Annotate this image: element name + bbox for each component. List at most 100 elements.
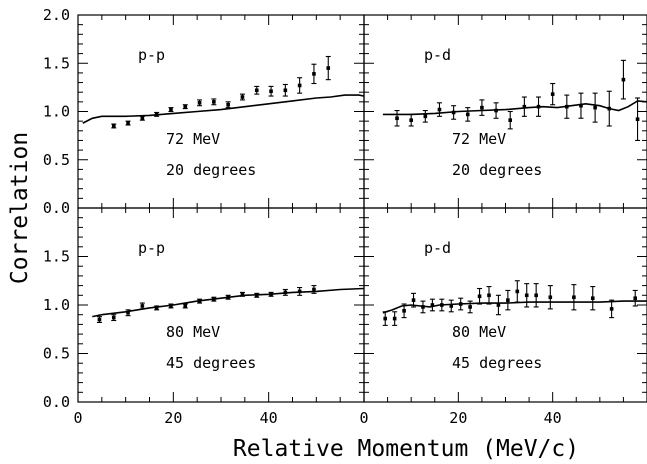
panel-2-reaction-label: p-d xyxy=(424,46,451,64)
panel-1-data-point xyxy=(126,121,130,125)
panel-4-data-point xyxy=(402,309,406,313)
panel-4-reaction-label: p-d xyxy=(424,239,451,257)
panel-2-data-point xyxy=(607,106,612,111)
x-tick-label: 0 xyxy=(73,409,82,427)
panel-3-data-point xyxy=(297,289,302,294)
panel-4-data-point xyxy=(392,316,397,321)
panel-2-frame xyxy=(363,14,647,209)
y-tick-label: 0.0 xyxy=(43,393,70,411)
panel-3-data-point xyxy=(269,292,273,297)
x-tick-label: 40 xyxy=(260,409,278,427)
panel-4-energy-label: 80 MeV xyxy=(452,323,506,341)
panel-2-data-point xyxy=(494,108,498,113)
panel-1-data-point xyxy=(183,104,188,109)
panel-1-data-point xyxy=(269,89,273,94)
panel-1-reaction-label: p-p xyxy=(138,46,165,64)
panel-3-angle-label: 45 degrees xyxy=(166,354,256,372)
panel-3-data-point xyxy=(140,304,145,308)
y-tick-label: 1.5 xyxy=(43,54,70,72)
y-axis-title: Correlation xyxy=(7,132,33,284)
panel-4-data-point xyxy=(548,295,553,300)
panel-4-data-point xyxy=(590,296,595,301)
panel-1-angle-label: 20 degrees xyxy=(166,161,256,179)
panel-2-energy-label: 72 MeV xyxy=(452,130,506,148)
panel-4-data-point xyxy=(496,303,501,307)
panel-3-data-point xyxy=(169,304,173,308)
panel-3-energy-label: 80 MeV xyxy=(166,323,220,341)
panel-1-energy-label: 72 MeV xyxy=(166,130,220,148)
panel-3-data-point xyxy=(197,299,202,303)
y-tick-label: 0.5 xyxy=(43,151,70,169)
x-tick-label: 40 xyxy=(544,409,562,427)
panel-3-data-point xyxy=(111,315,116,320)
panel-1-data-point xyxy=(226,102,230,107)
panel-4-data-point xyxy=(458,302,463,306)
panel-3-data-point xyxy=(240,292,245,297)
panel-4-angle-label: 45 degrees xyxy=(452,354,542,372)
panel-2-data-point xyxy=(423,114,428,119)
panel-2-data-point xyxy=(593,105,597,110)
panel-4-data-point xyxy=(421,305,425,309)
panel-1-data-point xyxy=(254,88,259,93)
panel-1-data-point xyxy=(326,66,331,70)
panel-3-data-point xyxy=(283,290,288,295)
panel-1-data-point xyxy=(312,72,316,76)
panel-4-data-point xyxy=(449,304,454,308)
panel-2-data-point xyxy=(395,116,399,121)
y-tick-label: 1.0 xyxy=(43,296,70,314)
panel-1-data-point xyxy=(140,116,145,121)
panel-4-data-point xyxy=(440,303,444,307)
panel-3-data-point xyxy=(183,304,188,308)
panel-4-data-point xyxy=(534,293,538,298)
panel-2-data-point xyxy=(451,110,456,115)
panel-1-data-point xyxy=(197,101,202,105)
panel-3-data-point xyxy=(97,317,102,322)
panel-2-data-point xyxy=(522,104,527,109)
panel-4-data-point xyxy=(524,293,529,298)
panel-3-data-point xyxy=(226,295,230,300)
panel-1-data-point xyxy=(154,112,159,117)
panel-4-data-point xyxy=(487,293,491,298)
panel-2-data-point xyxy=(536,104,541,109)
y-tick-label: 0.5 xyxy=(43,345,70,363)
panel-2-data-point xyxy=(565,104,569,109)
panel-4-data-point xyxy=(468,305,472,309)
panel-4-data-point xyxy=(515,289,520,294)
panel-1-data-point xyxy=(111,124,116,128)
panel-4-data-point xyxy=(477,294,482,299)
panel-3-theory-curve xyxy=(92,287,365,318)
panel-1-theory-curve xyxy=(82,94,365,124)
x-tick-label: 20 xyxy=(449,409,467,427)
panel-1-data-point xyxy=(240,95,245,99)
panel-2-theory-curve xyxy=(382,100,647,116)
panel-2-angle-label: 20 degrees xyxy=(452,161,542,179)
panel-3-data-point xyxy=(126,310,130,315)
panel-4-data-point xyxy=(572,295,576,300)
y-tick-label: 1.0 xyxy=(43,103,70,121)
panel-1-data-point xyxy=(283,88,288,93)
panel-1-data-point xyxy=(169,107,173,112)
panel-2-data-point xyxy=(409,118,413,122)
x-tick-label: 0 xyxy=(359,409,368,427)
panel-4-data-point xyxy=(609,307,614,311)
panel-3-data-point xyxy=(254,293,259,298)
panel-2-data-point xyxy=(480,105,484,110)
panel-2-data-point xyxy=(579,103,583,108)
panel-1-data-point xyxy=(297,83,302,88)
y-tick-label: 0.0 xyxy=(43,199,70,217)
panel-3-data-point xyxy=(312,287,316,292)
panel-2-data-point xyxy=(437,107,442,112)
y-tick-label: 1.5 xyxy=(43,248,70,266)
panel-2-data-point xyxy=(635,117,640,122)
panel-4-data-point xyxy=(411,298,416,302)
x-tick-label: 20 xyxy=(164,409,182,427)
panel-4-data-point xyxy=(383,316,388,321)
panel-1-data-point xyxy=(212,100,216,104)
panel-2-data-point xyxy=(550,92,555,96)
panel-4-data-point xyxy=(633,296,638,301)
panel-3-data-point xyxy=(212,297,216,301)
panel-2-data-point xyxy=(508,118,513,122)
panel-2-data-point xyxy=(465,112,470,117)
panel-2-data-point xyxy=(621,77,626,82)
